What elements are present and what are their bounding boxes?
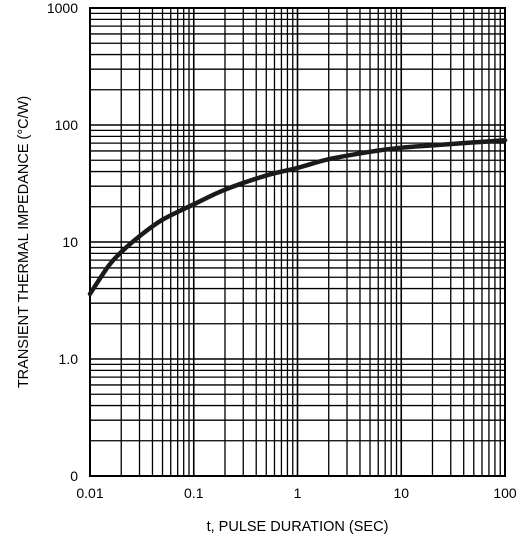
- plot-frame: [89, 7, 506, 477]
- y-axis-label: TRANSIENT THERMAL IMPEDANCE (°C/W): [16, 96, 32, 388]
- series-line: [87, 138, 508, 297]
- y-tick-label: 1.0: [59, 351, 79, 367]
- x-tick-label: 10: [393, 485, 409, 501]
- x-tick-label: 100: [493, 485, 517, 501]
- x-tick-label: 1: [294, 485, 302, 501]
- grid: [90, 8, 505, 476]
- x-tick-label: 0.01: [76, 485, 103, 501]
- x-axis-label: t, PULSE DURATION (SEC): [207, 519, 389, 535]
- x-tick-labels: 0.01 0.1 1 10 100: [76, 485, 517, 501]
- x-tick-label: 0.1: [184, 485, 204, 501]
- y-tick-labels: 0 1.0 10 100 1000: [47, 0, 78, 484]
- y-tick-label: 10: [62, 234, 78, 250]
- y-tick-label: 1000: [47, 0, 78, 16]
- y-tick-label: 100: [55, 117, 79, 133]
- y-tick-label: 0: [70, 468, 78, 484]
